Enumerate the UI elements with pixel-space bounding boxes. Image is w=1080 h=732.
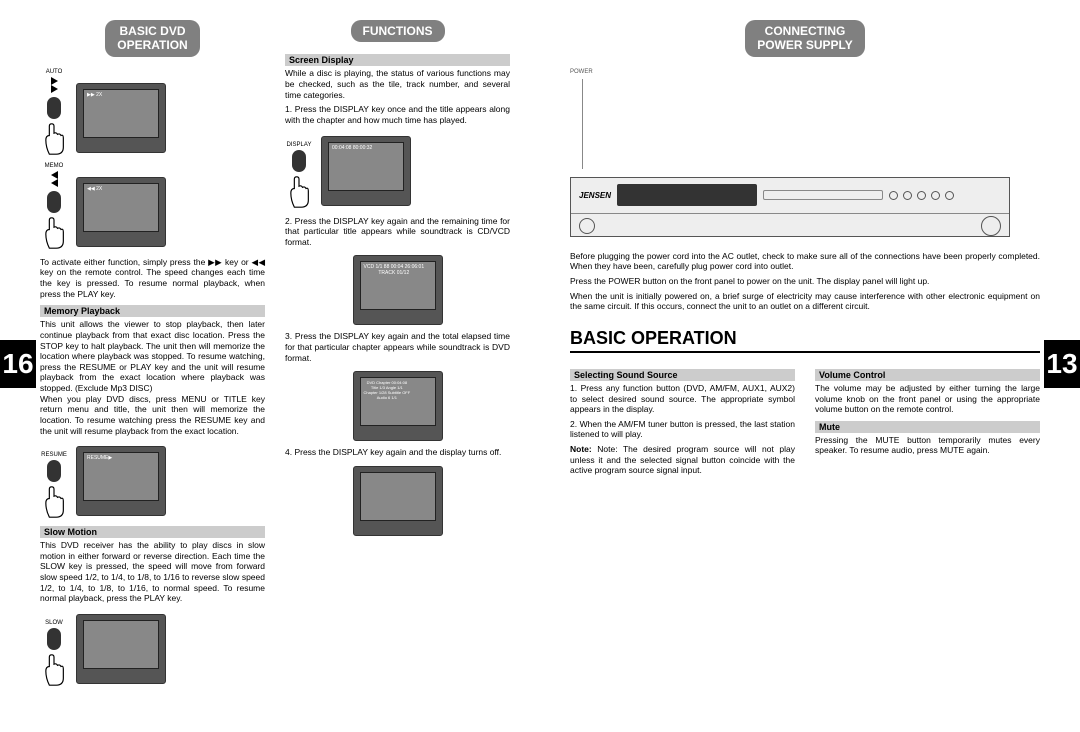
display-block: DISPLAY 00:04:08 80:00:32 xyxy=(285,132,510,210)
tab-connecting: CONNECTING POWER SUPPLY xyxy=(745,20,865,57)
screen-step3: 3. Press the DISPLAY key again and the t… xyxy=(285,331,510,363)
col-functions: FUNCTIONS Screen Display While a disc is… xyxy=(285,20,510,694)
device-tray xyxy=(763,190,883,200)
hand-icon xyxy=(40,215,68,251)
tab-basic-dvd: BASIC DVD OPERATION xyxy=(105,20,199,57)
slow-motion-body: This DVD receiver has the ability to pla… xyxy=(40,540,265,604)
mute-head: Mute xyxy=(815,421,1040,433)
tv-icon: VCD 1/1 88 00:04 26:06:01 TRACK 01/12 xyxy=(353,255,443,325)
hand-icon xyxy=(40,652,68,688)
tv-icon: ▶▶ 2X xyxy=(76,83,166,153)
tv-icon xyxy=(353,466,443,536)
volume-head: Volume Control xyxy=(815,369,1040,381)
rev-icon2 xyxy=(51,179,58,187)
hand-icon xyxy=(285,174,313,210)
hand-icon xyxy=(40,484,68,520)
control-button-icon xyxy=(903,191,912,200)
hand-icon xyxy=(40,121,68,157)
screen-step2: 2. Press the DISPLAY key again and the r… xyxy=(285,216,510,248)
tv-icon: DVD Chapter 00:04:08 Title 1/3 Angle 1/1… xyxy=(353,371,443,441)
remote-button-icon xyxy=(292,150,306,172)
slow-block: SLOW xyxy=(40,610,265,688)
memory-playback-head: Memory Playback xyxy=(40,305,265,317)
fwd-icon xyxy=(51,77,58,85)
auto-block: AUTO ▶▶ 2X xyxy=(40,69,265,157)
control-button-icon xyxy=(889,191,898,200)
fwd-icon2 xyxy=(51,85,58,93)
rev-icon xyxy=(51,171,58,179)
remote-button-icon xyxy=(47,628,61,650)
selecting-source-head: Selecting Sound Source xyxy=(570,369,795,381)
power-label: POWER xyxy=(570,69,1040,75)
mute-body: Pressing the MUTE button temporarily mut… xyxy=(815,435,1040,456)
power-para1: Before plugging the power cord into the … xyxy=(570,251,1040,272)
remote-button-icon xyxy=(47,460,61,482)
col-volume: Volume Control The volume may be adjuste… xyxy=(815,363,1040,480)
right-columns: Selecting Sound Source 1. Press any func… xyxy=(570,363,1040,480)
slow-motion-head: Slow Motion xyxy=(40,526,265,538)
device-display-window xyxy=(617,184,757,206)
page-left: 16 BASIC DVD OPERATION AUTO ▶▶ 2X MEMO xyxy=(0,0,540,732)
page-right: 13 CONNECTING POWER SUPPLY POWER JENSEN … xyxy=(540,0,1080,732)
power-para3: When the unit is initially powered on, a… xyxy=(570,291,1040,312)
sel-step1: 1. Press any function button (DVD, AM/FM… xyxy=(570,383,795,415)
tv-icon: RESUME▶ xyxy=(76,446,166,516)
intro-text: To activate either function, simply pres… xyxy=(40,257,265,300)
slow-label: SLOW xyxy=(45,620,63,626)
tv-icon: 00:04:08 80:00:32 xyxy=(321,136,411,206)
volume-body: The volume may be adjusted by either tur… xyxy=(815,383,1040,415)
col-basic-dvd: BASIC DVD OPERATION AUTO ▶▶ 2X MEMO xyxy=(40,20,265,694)
display-label: DISPLAY xyxy=(287,142,312,148)
connector-line xyxy=(582,79,1040,169)
remote-button-icon xyxy=(47,191,61,213)
control-button-icon xyxy=(945,191,954,200)
screen-step4: 4. Press the DISPLAY key again and the d… xyxy=(285,447,510,458)
basic-operation-title: BASIC OPERATION xyxy=(570,328,1040,353)
col-selecting-source: Selecting Sound Source 1. Press any func… xyxy=(570,363,795,480)
page-number-right: 13 xyxy=(1044,340,1080,388)
dvd-device-diagram: JENSEN xyxy=(570,177,1010,237)
sel-step2: 2. When the AM/FM tuner button is presse… xyxy=(570,419,795,440)
control-button-icon xyxy=(931,191,940,200)
tv-icon xyxy=(76,614,166,684)
screen-intro: While a disc is playing, the status of v… xyxy=(285,68,510,100)
control-button-icon xyxy=(917,191,926,200)
remote-button-icon xyxy=(47,97,61,119)
screen-step1: 1. Press the DISPLAY key once and the ti… xyxy=(285,104,510,125)
power-para2: Press the POWER button on the front pane… xyxy=(570,276,1040,287)
tab-functions: FUNCTIONS xyxy=(351,20,445,42)
volume-knob-icon xyxy=(981,216,1001,236)
resume-block: RESUME RESUME▶ xyxy=(40,442,265,520)
memo-label: MEMO xyxy=(45,163,64,169)
screen-display-head: Screen Display xyxy=(285,54,510,66)
power-button-icon xyxy=(579,218,595,234)
left-columns: BASIC DVD OPERATION AUTO ▶▶ 2X MEMO xyxy=(40,20,510,694)
device-controls xyxy=(889,191,954,200)
memo-block: MEMO ◀◀ 2X xyxy=(40,163,265,251)
brand-label: JENSEN xyxy=(579,191,611,200)
tv-icon: ◀◀ 2X xyxy=(76,177,166,247)
resume-label: RESUME xyxy=(41,452,67,458)
page-number-left: 16 xyxy=(0,340,36,388)
sel-note: Note: Note: The desired program source w… xyxy=(570,444,795,476)
memory-playback-body: This unit allows the viewer to stop play… xyxy=(40,319,265,436)
auto-label: AUTO xyxy=(46,69,63,75)
